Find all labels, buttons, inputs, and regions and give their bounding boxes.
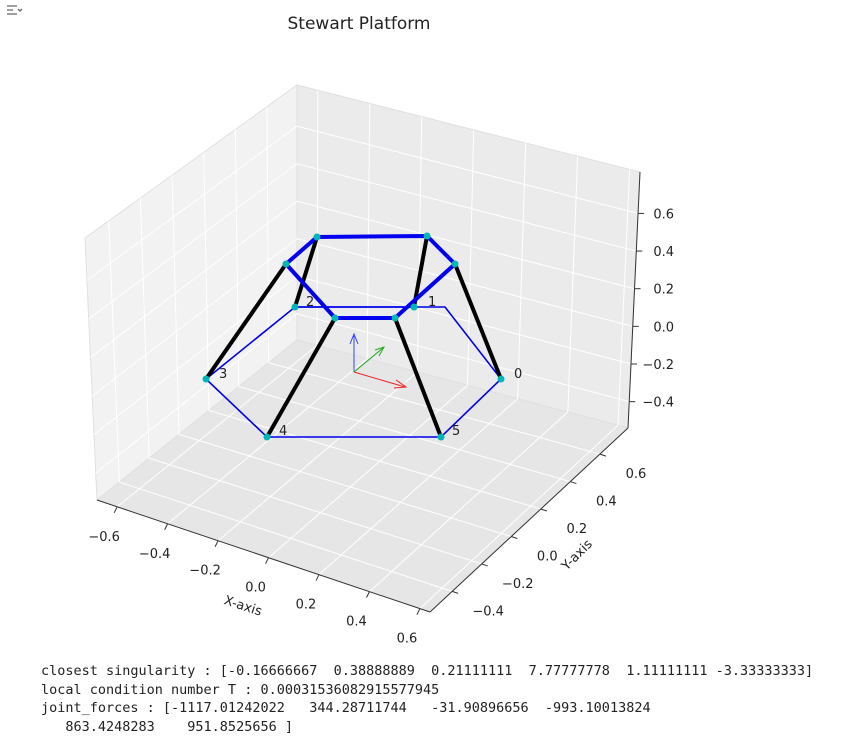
grid-line xyxy=(369,156,579,593)
vertex-label: 5 xyxy=(452,424,460,439)
z-tick-label: −0.4 xyxy=(642,396,674,411)
grid-line xyxy=(318,142,527,576)
output-toggle-icon[interactable] xyxy=(7,5,23,15)
x-tick xyxy=(113,506,118,514)
vertex-label: 0 xyxy=(514,367,522,382)
output-line: closest singularity : [-0.16666667 0.388… xyxy=(41,663,814,679)
vertex-label: 4 xyxy=(279,424,287,439)
y-tick-label: −0.4 xyxy=(472,604,504,619)
x-tick-label: 0.0 xyxy=(245,581,266,596)
y-tick xyxy=(599,453,607,457)
x-tick xyxy=(366,591,370,598)
legs xyxy=(204,235,503,438)
vertex-label: 1 xyxy=(428,295,436,310)
x-tick-label: −0.6 xyxy=(88,530,120,545)
grid-line xyxy=(88,163,637,320)
grid-line xyxy=(91,238,633,397)
output-line: local condition number T : 0.00031536082… xyxy=(41,681,440,698)
chart-title: Stewart Platform xyxy=(288,14,431,34)
y-axis-line xyxy=(429,427,629,613)
grid-line xyxy=(139,198,482,565)
x-axis-line xyxy=(96,499,431,613)
x-tick xyxy=(265,557,269,564)
y-axis-label: Y-axis xyxy=(558,537,596,575)
x-axis-label: X-axis xyxy=(222,593,264,619)
z-tick-label: 0.6 xyxy=(653,207,674,222)
y-tick xyxy=(540,508,547,512)
grid-line xyxy=(266,106,601,455)
x-tick xyxy=(416,608,421,615)
grid-line xyxy=(268,129,475,559)
y-tick-label: 0.6 xyxy=(626,467,647,482)
vertex-label: 3 xyxy=(219,367,227,382)
joints xyxy=(202,232,505,441)
y-tick xyxy=(452,590,459,594)
x-tick xyxy=(164,523,169,530)
x-tick-label: 0.4 xyxy=(346,615,367,630)
z-tick-label: 0.4 xyxy=(653,245,674,260)
grid-line xyxy=(171,175,512,537)
coordinate-frame xyxy=(349,332,408,389)
z-axis-line xyxy=(627,171,641,429)
x-tick xyxy=(315,574,320,581)
y-tick-label: −0.2 xyxy=(502,577,534,592)
grid-line xyxy=(234,129,571,483)
y-tick xyxy=(570,481,577,485)
y-tick-label: 0.0 xyxy=(537,549,558,564)
x-tick-label: 0.6 xyxy=(397,632,418,647)
y-tick xyxy=(481,563,488,567)
x-tick-label: 0.2 xyxy=(296,598,317,613)
output-line: 863.4248283 951.8525656 ] xyxy=(41,719,293,736)
x-tick-label: −0.4 xyxy=(139,547,171,562)
grid-line xyxy=(108,220,453,592)
grid-line xyxy=(203,152,541,510)
grid-line xyxy=(90,200,635,358)
plot: Stewart Platform 0 1 2 3 4 5 X-axis Y-ax… xyxy=(7,5,674,647)
grid-line xyxy=(419,169,631,609)
grid-line xyxy=(86,125,639,281)
y-tick-label: 0.2 xyxy=(566,522,587,537)
vertex-label: 2 xyxy=(306,295,314,310)
x-tick xyxy=(214,540,219,547)
output-line: joint_forces : [-1117.01242022 344.28711… xyxy=(41,700,651,717)
grid-line xyxy=(95,313,630,474)
grid-line xyxy=(167,103,371,525)
z-tick-label: 0.0 xyxy=(653,320,674,335)
y-tick xyxy=(511,536,518,539)
y-tick-label: 0.4 xyxy=(596,495,617,510)
z-tick-label: 0.2 xyxy=(653,283,674,298)
cell-output: closest singularity : [-0.16666667 0.388… xyxy=(41,662,813,737)
x-tick-label: −0.2 xyxy=(189,564,221,579)
z-tick-label: −0.2 xyxy=(642,358,674,373)
grid-line xyxy=(116,90,319,508)
